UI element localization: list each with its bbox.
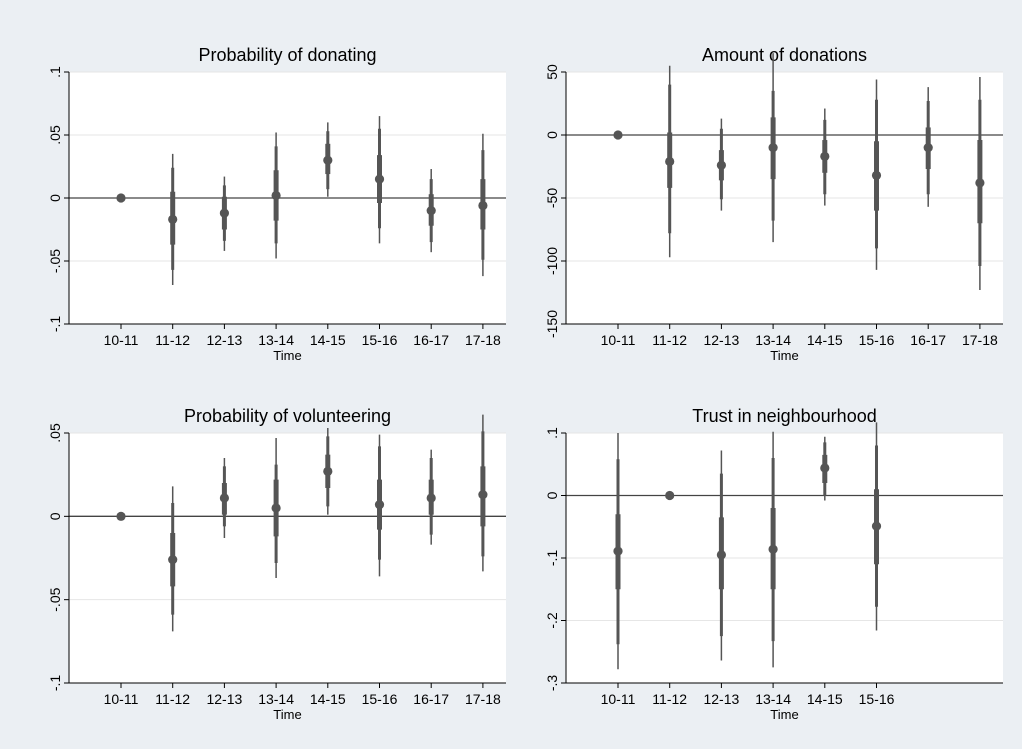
panel-1-point-10-11-marker bbox=[116, 193, 126, 203]
panel-4-point-15-16-marker bbox=[871, 521, 882, 531]
panel-4-ytick-label-0: -.3 bbox=[544, 675, 560, 692]
panel-2-point-14-15-marker bbox=[820, 151, 830, 162]
panel-1-ytick-label-2: 0 bbox=[47, 194, 63, 202]
panel-4-xtick-label-3: 13-14 bbox=[755, 691, 791, 707]
panel-1-xtick-label-1: 11-12 bbox=[155, 332, 190, 348]
panel-1-xtick-label-2: 12-13 bbox=[206, 332, 242, 348]
panel-2-ytick-label-2: -50 bbox=[544, 188, 560, 208]
panel-3-xtick-label-4: 14-15 bbox=[310, 691, 346, 707]
panel-4-point-10-11-marker bbox=[613, 546, 623, 556]
panel-4-ytick-label-1: -.2 bbox=[544, 612, 560, 629]
panel-1-xtick-label-6: 16-17 bbox=[413, 332, 449, 348]
panel-3-xtick-label-0: 10-11 bbox=[104, 691, 139, 707]
panel-1-title: Probability of donating bbox=[198, 45, 376, 65]
panel-1-xtick-label-4: 14-15 bbox=[310, 332, 346, 348]
panel-1-point-15-16-marker bbox=[374, 174, 385, 184]
panel-3-ytick-label-3: .05 bbox=[47, 423, 63, 443]
panel-2-point-17-18-marker bbox=[975, 178, 985, 188]
panel-4-point-14-15-marker bbox=[820, 463, 830, 473]
panel-3-point-16-17-marker bbox=[426, 493, 436, 503]
panel-1-point-16-17-marker bbox=[426, 206, 436, 216]
panel-1: -.1 -.05 0 .05 .1 10-11 11-12 12-13 13-14 14-15 15… bbox=[47, 45, 506, 363]
panel-1-ytick-label-3: .05 bbox=[47, 125, 63, 145]
panel-2-ytick-label-3: 0 bbox=[544, 131, 560, 139]
panel-1-ytick-label-0: -.1 bbox=[47, 316, 63, 333]
panel-1-point-12-13-marker bbox=[219, 208, 229, 218]
panel-3-ytick-label-2: 0 bbox=[47, 512, 63, 520]
panel-1-xtick-label-7: 17-18 bbox=[465, 332, 501, 348]
panel-4-ytick-label-3: 0 bbox=[544, 491, 560, 499]
panel-4-ytick-label-2: -.1 bbox=[544, 550, 560, 567]
panel-4-xtick-label-4: 14-15 bbox=[807, 691, 843, 707]
panel-2-xtick-label-5: 15-16 bbox=[859, 332, 895, 348]
panel-2-ytick-label-0: -150 bbox=[544, 310, 560, 338]
panel-2-xtick-label-1: 11-12 bbox=[652, 332, 687, 348]
panel-1-ytick-label-4: .1 bbox=[47, 66, 63, 78]
panel-1-xtick-label-0: 10-11 bbox=[104, 332, 139, 348]
panel-2-point-15-16-marker bbox=[871, 170, 882, 180]
panel-3-xtick-label-7: 17-18 bbox=[465, 691, 501, 707]
panel-3-point-12-13-marker bbox=[219, 493, 229, 503]
panel-2-xtick-label-7: 17-18 bbox=[962, 332, 998, 348]
panel-4-point-11-12-marker bbox=[665, 490, 675, 501]
panel-3-xtick-label-2: 12-13 bbox=[206, 691, 242, 707]
panel-2-point-13-14-marker bbox=[768, 143, 778, 153]
panel-3-ytick-label-1: -.05 bbox=[47, 587, 63, 611]
panel-3-point-11-12-marker bbox=[168, 555, 178, 565]
panel-4-point-12-13-marker bbox=[716, 550, 727, 560]
panel-4-xtick-label-5: 15-16 bbox=[859, 691, 895, 707]
panel-3-point-17-18-marker bbox=[478, 490, 488, 500]
panel-1-point-14-15-marker bbox=[323, 155, 333, 165]
panel-4-xtick-label-0: 10-11 bbox=[601, 691, 636, 707]
panel-2-point-16-17-marker bbox=[923, 143, 933, 153]
panel-3-point-13-14-marker bbox=[271, 503, 281, 513]
panel-2-ytick-label-4: 50 bbox=[544, 64, 560, 80]
panel-3-xtick-label-1: 11-12 bbox=[155, 691, 190, 707]
panel-2-xtick-label-4: 14-15 bbox=[807, 332, 843, 348]
panel-2-xtick-label-3: 13-14 bbox=[755, 332, 791, 348]
panel-1-xtick-label-5: 15-16 bbox=[362, 332, 398, 348]
panel-2-x-axis-title: Time bbox=[770, 348, 798, 363]
panel-1-ytick-label-1: -.05 bbox=[47, 249, 63, 273]
panel-3-plot-area bbox=[69, 433, 506, 683]
panel-1-x-axis-title: Time bbox=[273, 348, 301, 363]
panel-4-ytick-label-4: .1 bbox=[544, 427, 560, 439]
panel-2-point-11-12-marker bbox=[665, 156, 675, 167]
panel-2-xtick-label-2: 12-13 bbox=[703, 332, 739, 348]
panel-3-point-15-16-marker bbox=[374, 500, 385, 510]
panel-2-title: Amount of donations bbox=[702, 45, 867, 65]
panel-4-point-13-14-marker bbox=[768, 544, 778, 554]
panel-2: -150 -100 -50 0 50 10-11 11-12 12-13 13-14 14-15 1… bbox=[544, 45, 1003, 363]
panel-1-point-17-18-marker bbox=[478, 200, 488, 211]
panel-4-xtick-label-1: 11-12 bbox=[652, 691, 687, 707]
panel-4-xtick-label-2: 12-13 bbox=[703, 691, 739, 707]
panel-3-x-axis-title: Time bbox=[273, 707, 301, 722]
panel-3-xtick-label-6: 16-17 bbox=[413, 691, 449, 707]
panel-2-ytick-label-1: -100 bbox=[544, 247, 560, 275]
panel-2-xtick-label-0: 10-11 bbox=[601, 332, 636, 348]
panel-3: -.1 -.05 0 .05 10-11 11-12 12-13 13-14 14-15 15-1… bbox=[47, 406, 506, 722]
panel-3-xtick-label-3: 13-14 bbox=[258, 691, 294, 707]
panel-4-title: Trust in neighbourhood bbox=[692, 406, 876, 426]
panel-1-xtick-label-3: 13-14 bbox=[258, 332, 294, 348]
panel-1-point-13-14-marker bbox=[271, 190, 281, 201]
panel-3-ytick-label-0: -.1 bbox=[47, 675, 63, 692]
panel-3-point-14-15-marker bbox=[323, 466, 333, 476]
panel-1-point-11-12-marker bbox=[168, 214, 178, 225]
panel-3-xtick-label-5: 15-16 bbox=[362, 691, 398, 707]
panel-2-xtick-label-6: 16-17 bbox=[910, 332, 946, 348]
panel-4-x-axis-title: Time bbox=[770, 707, 798, 722]
panel-2-point-10-11-marker bbox=[613, 130, 623, 140]
panel-3-point-10-11-marker bbox=[116, 511, 126, 521]
panel-3-title: Probability of volunteering bbox=[184, 406, 391, 426]
panel-4: -.3 -.2 -.1 0 .1 10-11 11-12 12-13 13-14 14-15 15-… bbox=[544, 406, 1003, 722]
panel-2-point-12-13-marker bbox=[716, 160, 727, 170]
